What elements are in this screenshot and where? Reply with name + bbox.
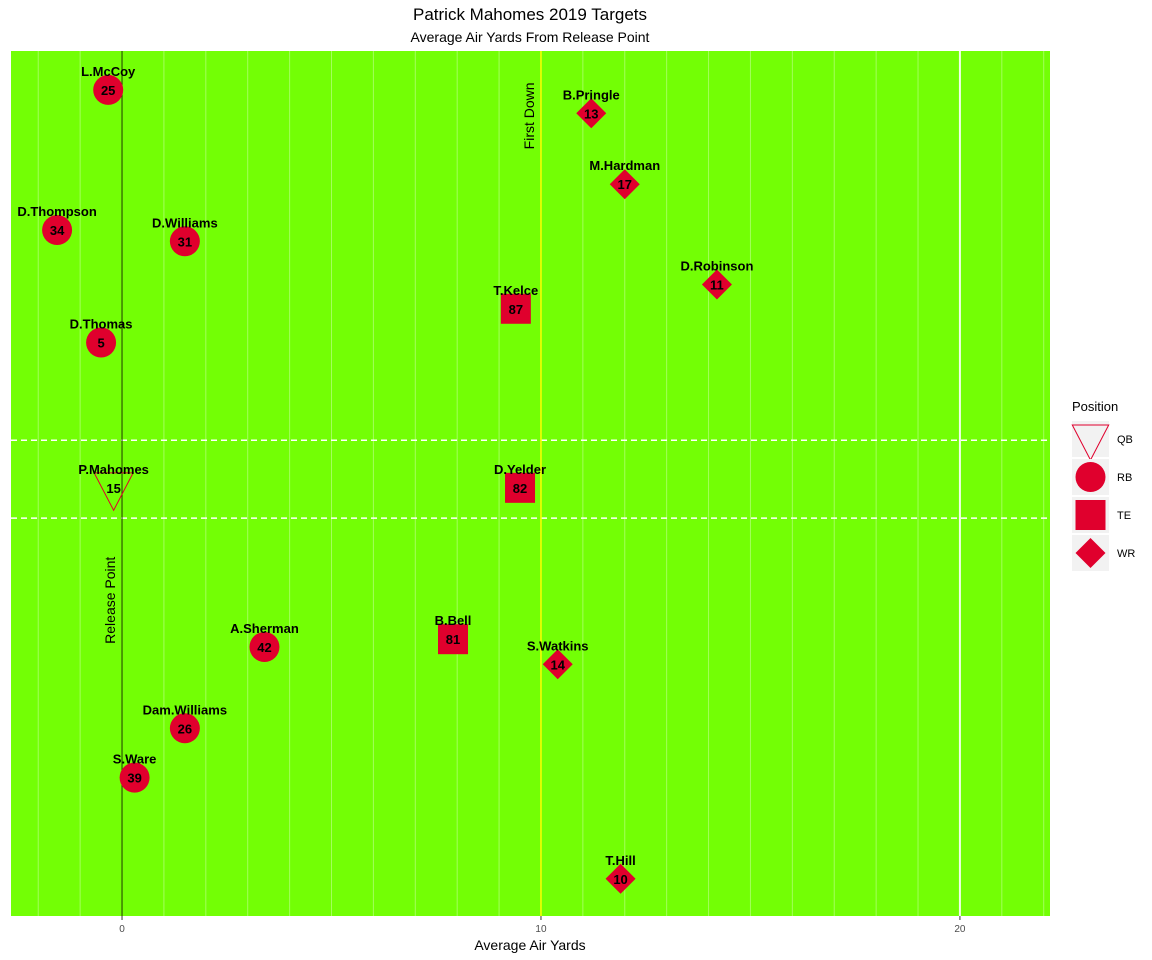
point-number: 82 bbox=[513, 481, 527, 496]
data-point: 13 B.Pringle bbox=[563, 87, 620, 129]
data-point: 87 T.Kelce bbox=[493, 283, 538, 324]
point-name: D.Thomas bbox=[70, 317, 133, 332]
x-axis-ticks: 0 10 20 bbox=[119, 916, 966, 935]
data-point: 25 L.McCoy bbox=[81, 64, 136, 105]
point-number: 81 bbox=[446, 632, 460, 647]
point-number: 5 bbox=[97, 336, 104, 351]
plot-area: Release Point First Down 25 L.McCoy 13 B.Prin… bbox=[11, 51, 1050, 916]
point-marker-rb bbox=[93, 74, 124, 105]
data-point: 26 Dam.Williams bbox=[143, 702, 227, 744]
point-name: L.McCoy bbox=[81, 64, 136, 79]
point-marker-te bbox=[437, 624, 468, 655]
point-marker-wr bbox=[701, 269, 732, 300]
point-name: B.Bell bbox=[435, 613, 472, 628]
data-point: 82 D.Yelder bbox=[494, 462, 546, 503]
legend-key-rb bbox=[1075, 462, 1106, 492]
data-point: 10 T.Hill bbox=[605, 853, 636, 894]
point-name: Dam.Williams bbox=[143, 702, 227, 717]
point-name: M.Hardman bbox=[589, 158, 660, 173]
point-marker-te bbox=[505, 472, 536, 503]
point-name: D.Williams bbox=[152, 215, 218, 230]
legend: Position QB RB TE WR bbox=[1071, 399, 1135, 571]
point-marker-rb bbox=[86, 327, 117, 358]
point-name: T.Kelce bbox=[493, 283, 538, 298]
legend-item: WR bbox=[1072, 535, 1135, 571]
point-name: T.Hill bbox=[605, 853, 635, 868]
point-number: 87 bbox=[509, 302, 523, 317]
data-point: 42 A.Sherman bbox=[230, 621, 299, 662]
legend-item: RB bbox=[1072, 459, 1132, 495]
legend-key-qb bbox=[1071, 424, 1110, 462]
x-tick-label: 10 bbox=[535, 924, 547, 935]
point-name: S.Ware bbox=[113, 752, 157, 767]
legend-label: QB bbox=[1117, 434, 1133, 446]
point-marker-rb bbox=[42, 215, 73, 246]
point-number: 34 bbox=[50, 223, 65, 238]
point-name: S.Watkins bbox=[527, 638, 589, 653]
legend-label: WR bbox=[1117, 548, 1135, 560]
legend-item: TE bbox=[1072, 497, 1131, 533]
point-name: D.Yelder bbox=[494, 462, 546, 477]
chart-subtitle: Average Air Yards From Release Point bbox=[411, 29, 650, 45]
legend-label: TE bbox=[1117, 510, 1131, 522]
legend-label: RB bbox=[1117, 472, 1132, 484]
x-tick-label: 20 bbox=[954, 924, 966, 935]
data-point: 15 P.Mahomes bbox=[78, 462, 149, 512]
point-number: 26 bbox=[178, 721, 192, 736]
data-point: 39 S.Ware bbox=[113, 752, 157, 793]
point-marker-wr bbox=[542, 649, 573, 680]
point-number: 42 bbox=[257, 640, 271, 655]
data-point: 11 D.Robinson bbox=[680, 259, 753, 300]
legend-title: Position bbox=[1072, 399, 1118, 414]
release-point-label: Release Point bbox=[102, 557, 118, 644]
point-number: 25 bbox=[101, 83, 115, 98]
point-number: 15 bbox=[106, 481, 120, 496]
data-point: 34 D.Thompson bbox=[17, 204, 97, 246]
chart-title: Patrick Mahomes 2019 Targets bbox=[413, 5, 647, 24]
point-marker-wr bbox=[609, 169, 640, 200]
data-point: 31 D.Williams bbox=[152, 215, 218, 257]
x-axis-label: Average Air Yards bbox=[474, 937, 585, 953]
point-name: D.Thompson bbox=[17, 204, 96, 219]
point-number: 11 bbox=[710, 278, 724, 293]
point-name: A.Sherman bbox=[230, 621, 299, 636]
data-point: 17 M.Hardman bbox=[589, 158, 660, 200]
x-tick-label: 0 bbox=[119, 924, 125, 935]
point-number: 39 bbox=[127, 771, 141, 786]
point-marker-rb bbox=[249, 631, 280, 662]
legend-key-background bbox=[1072, 421, 1109, 457]
point-marker-rb bbox=[169, 713, 200, 744]
data-point: 5 D.Thomas bbox=[70, 317, 133, 358]
point-marker-qb bbox=[93, 472, 134, 512]
point-marker-wr bbox=[576, 98, 607, 129]
legend-key-wr bbox=[1075, 538, 1106, 568]
point-number: 10 bbox=[613, 872, 627, 887]
point-number: 17 bbox=[618, 177, 632, 192]
legend-item: QB bbox=[1071, 421, 1133, 462]
point-name: B.Pringle bbox=[563, 87, 620, 102]
point-number: 31 bbox=[178, 234, 192, 249]
point-marker-wr bbox=[605, 863, 636, 894]
legend-key-te bbox=[1075, 500, 1106, 530]
data-point: 81 B.Bell bbox=[435, 613, 472, 655]
point-name: P.Mahomes bbox=[78, 462, 149, 477]
first-down-label: First Down bbox=[521, 82, 537, 149]
point-number: 14 bbox=[550, 657, 565, 672]
point-name: D.Robinson bbox=[680, 259, 753, 274]
data-point: 14 S.Watkins bbox=[527, 638, 589, 680]
point-marker-te bbox=[500, 293, 531, 324]
point-number: 13 bbox=[584, 106, 598, 121]
point-marker-rb bbox=[119, 762, 150, 793]
point-marker-rb bbox=[169, 226, 200, 257]
